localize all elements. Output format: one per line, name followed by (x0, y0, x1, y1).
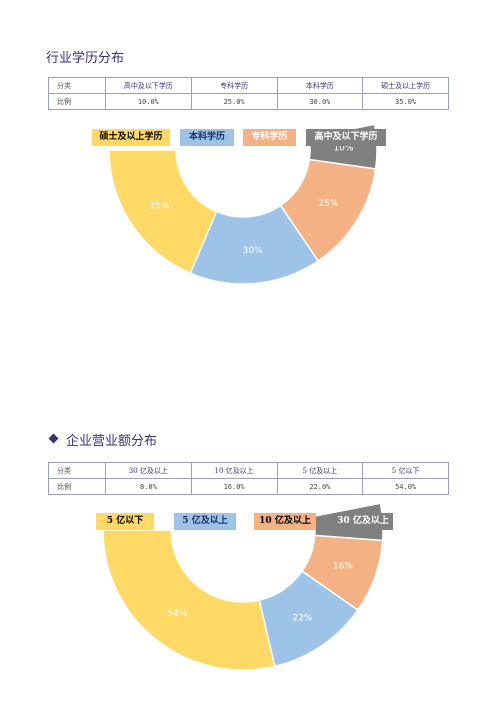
donut-slice-masters (108, 149, 218, 275)
donut-label-college: 25% (318, 199, 338, 209)
legend-item-5-plus: 5 亿及以上 (174, 513, 236, 530)
legend-item-masters: 硕士及以上学历 (92, 129, 170, 146)
legend-item-college: 专科学历 (243, 129, 296, 146)
table-header-row: 分类 30 亿及以上 10 亿及以上 5 亿及以上 5 亿以下 (48, 462, 449, 479)
donut-label-10-plus: 16% (333, 561, 353, 571)
section-title-revenue: 企业营业额分布 (66, 434, 158, 449)
legend-item-under-5: 5 亿以下 (96, 513, 154, 530)
table-row-label: 比例 (48, 93, 106, 110)
table-cell: 8.0% (105, 478, 192, 495)
section-title-education: 行业学历分布 (46, 51, 125, 66)
table-cell: 35.0% (362, 93, 449, 110)
legend-item-highschool: 高中及以下学历 (306, 129, 386, 146)
table-row: 比例 10.0% 25.0% 30.0% 35.0% (48, 93, 449, 110)
revenue-distribution-table: 分类 30 亿及以上 10 亿及以上 5 亿及以上 5 亿以下 比例 8.0% … (48, 462, 449, 495)
table-row: 比例 8.0% 16.0% 22.0% 54.0% (48, 478, 449, 495)
table-cell: 16.0% (190, 478, 278, 495)
legend-item-30-plus: 30 亿及以上 (333, 513, 393, 530)
donut-label-5-plus: 22% (292, 614, 312, 624)
legend-item-bachelor: 本科学历 (180, 129, 234, 146)
donut-slice-under-5 (102, 529, 276, 671)
donut-label-under-5: 54% (167, 609, 187, 619)
revenue-half-donut-chart: 54%22%16%8% (102, 502, 384, 671)
table-cell: 54.0% (362, 478, 449, 495)
education-distribution-table: 分类 高中及以下学历 专科学历 本科学历 硕士及以上学历 比例 10.0% 25… (48, 77, 449, 110)
table-cell: 22.0% (276, 478, 364, 495)
table-cell: 10.0% (105, 93, 192, 110)
donut-label-bachelor: 30% (243, 246, 263, 256)
table-row-label: 比例 (48, 478, 106, 495)
donut-label-highschool: 10% (333, 143, 353, 153)
donut-label-masters: 35% (149, 201, 169, 211)
legend-item-10-plus: 10 亿及以上 (254, 513, 316, 530)
table-cell: 25.0% (190, 93, 278, 110)
education-half-donut-chart: 35% 30% 25% 10% (108, 123, 378, 285)
